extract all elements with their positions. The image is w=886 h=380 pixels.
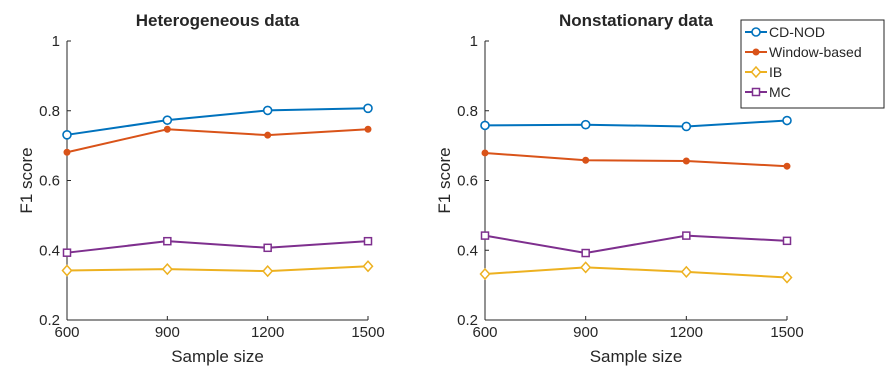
legend-label: IB [769,64,782,80]
x-axis-label: Sample size [171,347,264,366]
y-tick-label: 1 [470,33,478,50]
x-axis-label: Sample size [590,347,683,366]
series-cd-nod [62,103,373,140]
y-tick-label: 0.6 [39,173,60,190]
data-point [582,156,590,164]
data-point [783,162,791,170]
x-tick-label: 600 [472,324,497,341]
chart-title: Heterogeneous data [136,11,300,30]
data-point [364,125,372,133]
y-tick-label: 0.2 [457,312,478,329]
series-line [66,128,369,154]
y-tick-label: 0.2 [39,312,60,329]
y-tick-label: 0.4 [457,242,478,259]
data-point [680,265,692,278]
data-point [262,105,273,116]
data-point [682,157,690,165]
data-point [163,236,172,246]
legend-box [740,19,885,109]
series-cd-nod [480,115,792,132]
data-point [62,130,72,140]
legend-marker [751,27,761,37]
data-point [480,120,490,131]
series-line [66,107,369,136]
data-point [263,243,272,253]
data-point [61,264,73,277]
data-point [479,267,491,281]
data-point [362,260,374,273]
x-tick-label: 900 [573,324,598,341]
data-point [363,103,373,114]
x-tick-label: 1200 [251,324,284,341]
legend-entry: Window-based [745,44,862,60]
data-point [264,131,272,139]
data-point [162,115,173,125]
data-point [580,119,591,130]
y-tick-label: 0.8 [457,103,478,120]
legend-marker [752,48,760,56]
x-tick-label: 1500 [351,324,384,341]
series-mc [480,231,792,258]
series-line [66,265,369,273]
y-axis-label: F1 score [435,147,454,213]
series-line [484,266,788,279]
series-line [484,234,788,255]
legend: CD-NOD Window-based IB MC [740,19,885,109]
legend-entry: CD-NOD [745,24,825,40]
data-point [161,262,173,276]
y-tick-label: 1 [52,33,60,50]
legend-entry: MC [745,84,791,100]
data-point [781,271,793,284]
data-point [581,248,590,258]
legend-marker [751,87,761,97]
series-window-based [63,125,372,156]
data-point [580,261,592,274]
series-ib [61,260,374,278]
data-point [782,115,792,126]
y-tick-label: 0.6 [457,173,478,190]
data-point [682,231,691,240]
chart-2: Nonstationary data 0.2 0.4 0.6 0.8 1 600 900 120… [435,11,804,366]
series-window-based [481,149,791,170]
legend-label: CD-NOD [769,24,825,40]
x-tick-label: 1200 [670,324,703,341]
data-point [163,125,171,133]
data-point [262,265,274,278]
series-line [484,119,788,128]
x-tick-label: 900 [155,324,180,341]
data-point [681,121,692,132]
y-tick-label: 0.4 [39,242,60,259]
series-mc [62,236,373,257]
y-tick-label: 0.8 [39,103,60,120]
legend-marker [750,65,762,79]
data-point [363,236,373,246]
data-point [62,248,72,257]
chart-1: Heterogeneous data 0.2 0.4 0.6 0.8 1 600 900 120… [17,11,385,366]
data-point [480,231,490,240]
data-point [63,148,71,156]
legend-entry: IB [745,64,782,80]
data-point [782,236,792,246]
legend-label: Window-based [769,44,862,60]
series-line [484,151,788,168]
chart-title: Nonstationary data [559,11,714,30]
x-tick-label: 1500 [770,324,803,341]
series-line [66,240,369,254]
x-tick-label: 600 [54,324,79,341]
y-axis-label: F1 score [17,147,36,213]
data-point [481,149,489,157]
legend-label: MC [769,84,791,100]
series-ib [479,261,793,284]
